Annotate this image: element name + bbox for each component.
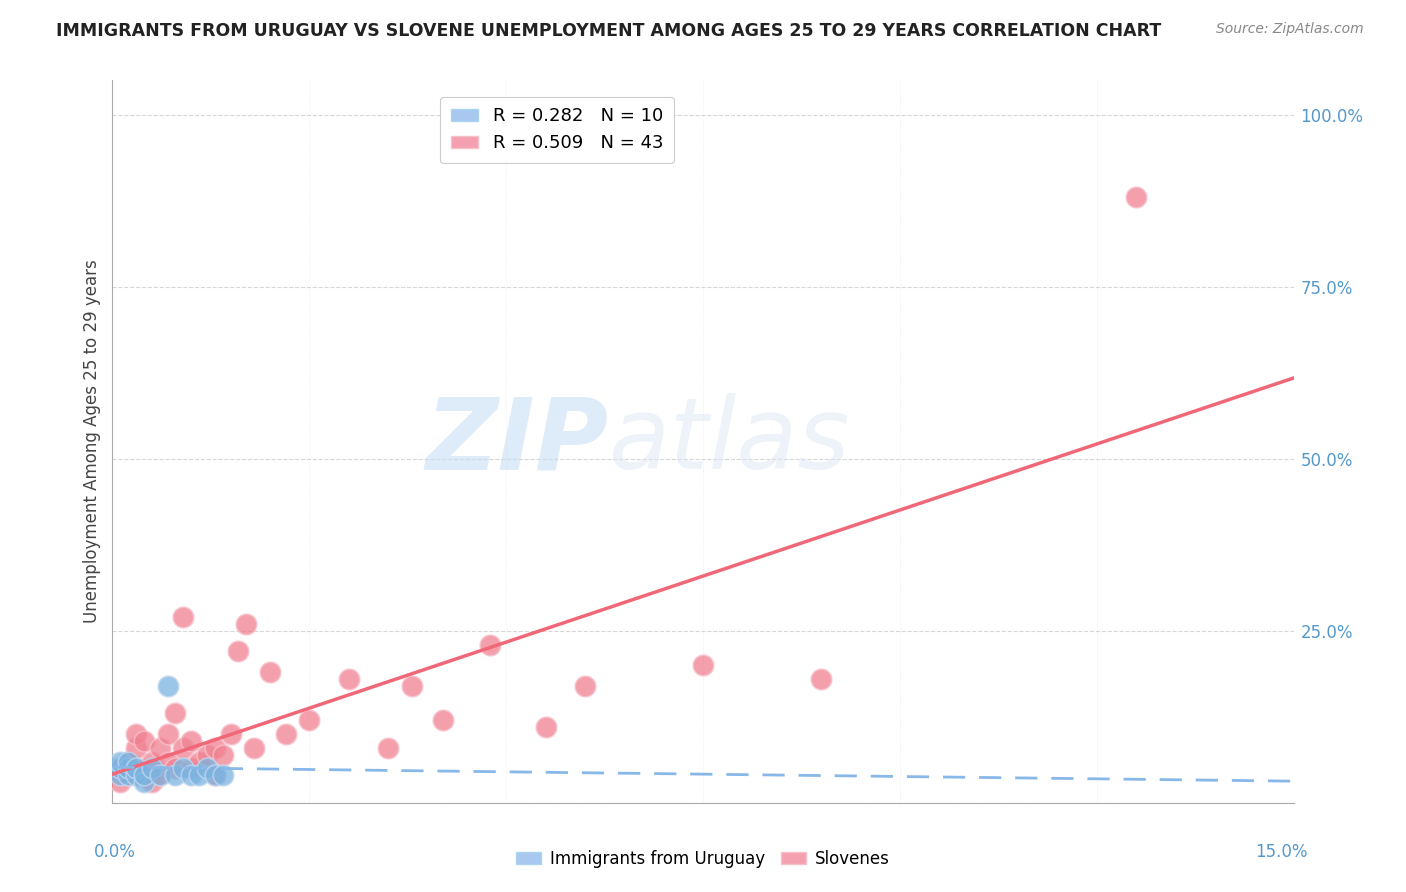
Point	[377, 740, 399, 755]
Point	[243, 740, 266, 755]
Point	[156, 755, 179, 769]
Point	[172, 610, 194, 624]
Point	[141, 755, 163, 769]
Point	[132, 768, 155, 782]
Point	[110, 775, 132, 789]
Point	[534, 720, 557, 734]
Point	[110, 761, 132, 775]
Point	[165, 761, 187, 775]
Point	[125, 761, 148, 775]
Point	[110, 761, 132, 775]
Point	[235, 616, 257, 631]
Point	[165, 706, 187, 721]
Point	[298, 713, 321, 727]
Y-axis label: Unemployment Among Ages 25 to 29 years: Unemployment Among Ages 25 to 29 years	[83, 260, 101, 624]
Point	[810, 672, 832, 686]
Point	[156, 727, 179, 741]
Point	[432, 713, 454, 727]
Point	[180, 768, 202, 782]
Point	[110, 755, 132, 769]
Point	[117, 768, 139, 782]
Point	[132, 775, 155, 789]
Point	[125, 727, 148, 741]
Point	[141, 775, 163, 789]
Point	[259, 665, 281, 679]
Point	[401, 679, 423, 693]
Point	[479, 638, 502, 652]
Point	[132, 734, 155, 748]
Point	[156, 679, 179, 693]
Text: ZIP: ZIP	[426, 393, 609, 490]
Point	[211, 768, 233, 782]
Legend: R = 0.282   N = 10, R = 0.509   N = 43: R = 0.282 N = 10, R = 0.509 N = 43	[440, 96, 673, 163]
Point	[132, 768, 155, 782]
Point	[117, 761, 139, 775]
Point	[149, 768, 172, 782]
Point	[165, 768, 187, 782]
Text: 0.0%: 0.0%	[94, 843, 136, 861]
Point	[117, 755, 139, 769]
Point	[180, 734, 202, 748]
Point	[180, 761, 202, 775]
Point	[141, 761, 163, 775]
Point	[149, 768, 172, 782]
Point	[692, 658, 714, 673]
Text: Source: ZipAtlas.com: Source: ZipAtlas.com	[1216, 22, 1364, 37]
Point	[117, 768, 139, 782]
Point	[188, 755, 211, 769]
Point	[204, 740, 226, 755]
Point	[110, 768, 132, 782]
Text: IMMIGRANTS FROM URUGUAY VS SLOVENE UNEMPLOYMENT AMONG AGES 25 TO 29 YEARS CORREL: IMMIGRANTS FROM URUGUAY VS SLOVENE UNEMP…	[56, 22, 1161, 40]
Point	[172, 740, 194, 755]
Point	[337, 672, 360, 686]
Point	[274, 727, 297, 741]
Point	[204, 768, 226, 782]
Point	[574, 679, 596, 693]
Point	[172, 761, 194, 775]
Point	[149, 740, 172, 755]
Legend: Immigrants from Uruguay, Slovenes: Immigrants from Uruguay, Slovenes	[509, 844, 897, 875]
Point	[228, 644, 250, 658]
Text: atlas: atlas	[609, 393, 851, 490]
Point	[195, 747, 218, 762]
Point	[195, 761, 218, 775]
Point	[204, 768, 226, 782]
Point	[125, 740, 148, 755]
Point	[125, 761, 148, 775]
Point	[211, 747, 233, 762]
Text: 15.0%: 15.0%	[1256, 843, 1308, 861]
Point	[188, 768, 211, 782]
Point	[125, 768, 148, 782]
Point	[219, 727, 242, 741]
Point	[1125, 190, 1147, 204]
Point	[117, 755, 139, 769]
